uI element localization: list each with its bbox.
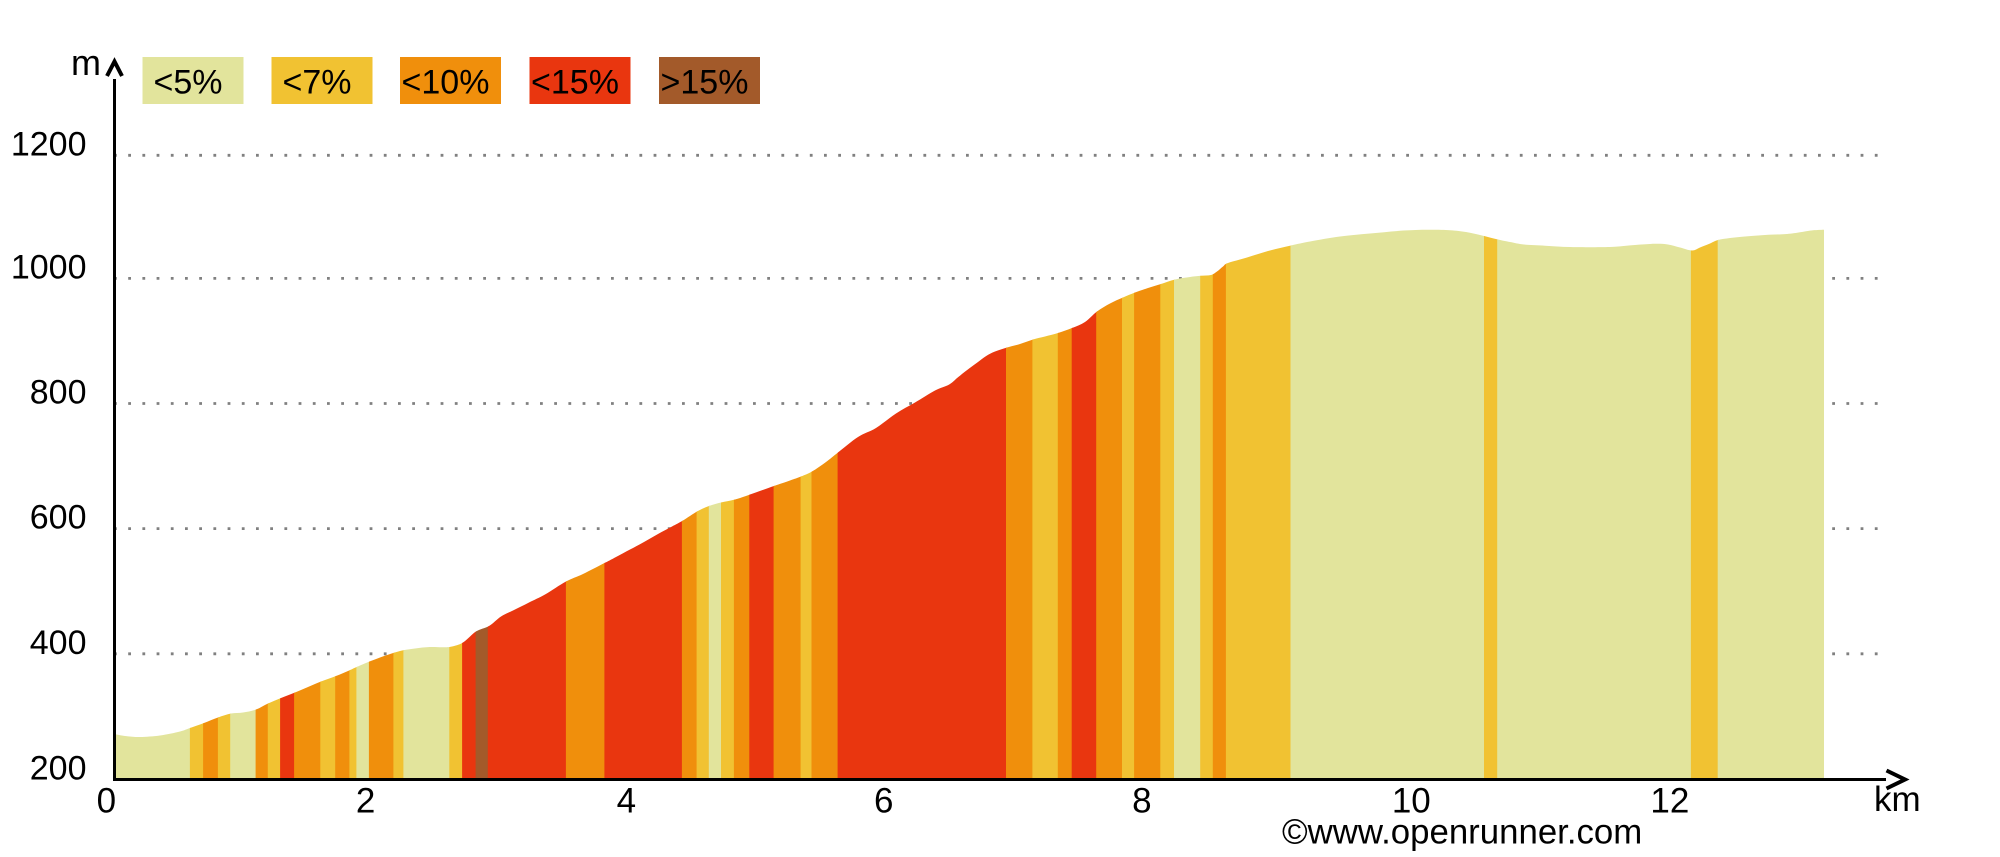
- svg-text:600: 600: [30, 499, 87, 537]
- svg-text:400: 400: [30, 624, 87, 662]
- svg-text:<5%: <5%: [154, 64, 223, 102]
- svg-text:©www.openrunner.com: ©www.openrunner.com: [1282, 813, 1642, 852]
- svg-text:1000: 1000: [11, 248, 87, 286]
- svg-text:<15%: <15%: [531, 64, 619, 102]
- svg-text:km: km: [1874, 780, 1921, 819]
- svg-text:10: 10: [1392, 782, 1431, 821]
- svg-text:m: m: [71, 42, 101, 83]
- svg-text:2: 2: [356, 782, 375, 821]
- svg-text:<7%: <7%: [283, 64, 352, 102]
- svg-text:800: 800: [30, 374, 87, 412]
- svg-text:12: 12: [1650, 782, 1689, 821]
- svg-text:4: 4: [617, 782, 636, 821]
- svg-text:6: 6: [874, 782, 893, 821]
- svg-text:8: 8: [1132, 782, 1151, 821]
- svg-text:>15%: >15%: [661, 64, 749, 102]
- svg-text:<10%: <10%: [402, 64, 490, 102]
- svg-text:0: 0: [97, 782, 116, 821]
- svg-text:1200: 1200: [11, 125, 87, 163]
- svg-text:200: 200: [30, 750, 87, 788]
